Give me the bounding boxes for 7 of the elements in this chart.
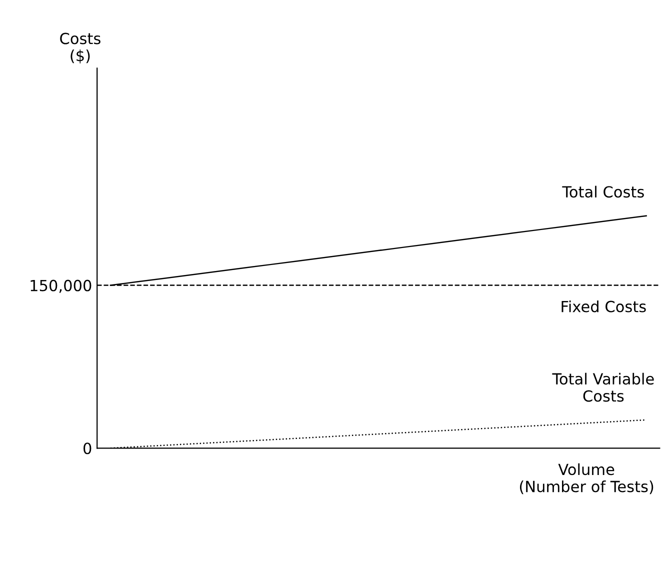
y-tick-label: 0 xyxy=(84,442,92,454)
series-label: Total Variable Costs xyxy=(552,372,654,402)
series-label: Total Costs xyxy=(562,186,644,198)
y-axis-title: Costs ($) xyxy=(60,32,100,64)
x-axis-title: Volume (Number of Tests) xyxy=(520,463,654,494)
y-tick-label: 150,000 xyxy=(30,280,92,293)
ref-line-label: Fixed Costs xyxy=(562,300,646,312)
